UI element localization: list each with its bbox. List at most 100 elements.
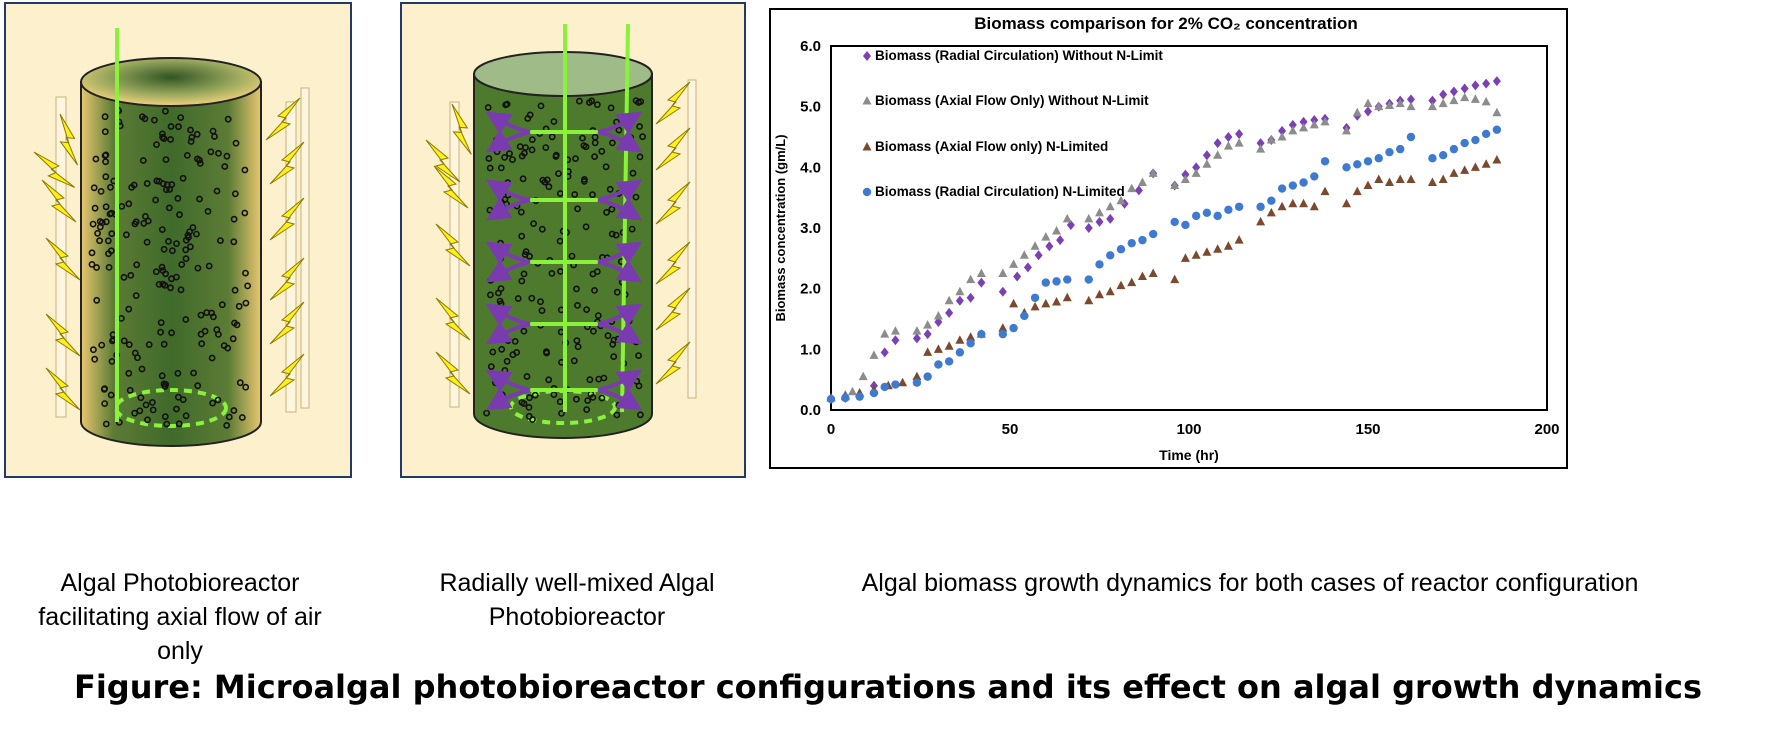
algae-bubble [572, 155, 579, 162]
algae-bubble [149, 406, 157, 414]
algae-bubble [106, 210, 114, 218]
data-point-series-2 [858, 371, 868, 381]
data-point-series-3 [1406, 174, 1416, 183]
algae-bubble [194, 382, 202, 390]
mixing-arrow [485, 259, 531, 283]
data-point-series-3 [1202, 247, 1212, 256]
algae-bubble [132, 292, 140, 299]
algae-bubble [177, 286, 185, 294]
legend-marker-series-3 [862, 142, 872, 151]
data-point-series-2 [1256, 144, 1266, 153]
algae-bubble [236, 379, 244, 387]
data-point-series-4 [1202, 208, 1212, 218]
algae-bubble [125, 341, 133, 348]
axial-reactor-diagram [4, 2, 354, 480]
data-point-series-4 [1267, 196, 1276, 205]
algae-bubble [158, 372, 166, 380]
algae-bubble [591, 133, 599, 141]
data-point-series-3 [1256, 216, 1266, 226]
data-point-series-2 [1084, 213, 1094, 223]
data-point-series-3 [933, 344, 943, 353]
algae-bubble [589, 327, 597, 335]
data-point-series-3 [1277, 201, 1287, 211]
algae-bubble [518, 398, 526, 406]
caption-radial-reactor: Radially well-mixed Algal Photobioreacto… [439, 569, 715, 631]
legend-marker-series-2 [862, 96, 872, 105]
data-point-series-4 [1138, 235, 1147, 245]
algae-bubble [141, 115, 149, 123]
data-point-series-2 [1384, 100, 1394, 109]
data-point-series-3 [1374, 174, 1384, 183]
data-point-series-1 [1192, 162, 1201, 173]
algae-bubble [182, 255, 190, 263]
data-point-series-2 [912, 326, 922, 335]
algae-bubble [183, 151, 191, 159]
mixing-arrow [485, 129, 531, 153]
algae-bubble [178, 261, 186, 268]
algae-bubble [537, 298, 544, 306]
caption-axial-reactor: Algal Photobioreactor facilitating axial… [38, 569, 322, 665]
data-point-series-3 [912, 371, 922, 381]
data-point-series-3 [1084, 295, 1094, 305]
algae-bubble [570, 357, 578, 365]
algae-bubble [484, 104, 492, 111]
algae-bubble [241, 209, 249, 217]
algae-bubble [613, 288, 621, 296]
data-point-series-2 [1202, 159, 1212, 168]
algae-bubble [580, 142, 588, 149]
algae-bubble [511, 337, 519, 345]
data-point-series-4 [977, 329, 986, 339]
algae-bubble [96, 237, 103, 245]
algae-bubble [188, 133, 196, 141]
data-point-series-2 [966, 274, 976, 284]
data-point-series-1 [1202, 150, 1211, 161]
data-point-series-2 [1116, 195, 1126, 205]
algae-bubble [125, 305, 133, 313]
algae-bubble [155, 280, 163, 288]
data-point-series-4 [1116, 245, 1126, 254]
algae-bubble [589, 191, 596, 199]
data-point-series-3 [1062, 292, 1072, 302]
data-point-series-2 [1352, 107, 1362, 117]
algae-bubble [526, 394, 533, 402]
x-tick-label: 200 [1534, 421, 1559, 438]
algae-bubble [93, 264, 100, 271]
data-point-series-1 [923, 329, 932, 340]
algae-bubble [120, 273, 128, 281]
algae-bubble [242, 269, 249, 277]
data-point-series-4 [1234, 202, 1244, 211]
algae-bubble [608, 205, 616, 213]
data-point-series-2 [1009, 259, 1019, 268]
algae-bubble [495, 289, 502, 297]
biomass-chart: Biomass comparison for 2% CO₂ concentrat… [769, 8, 1569, 470]
data-point-series-4 [966, 339, 975, 348]
data-point-series-4 [1363, 157, 1373, 166]
data-point-series-4 [880, 382, 889, 392]
algae-bubble [213, 187, 221, 195]
algae-bubble [238, 414, 246, 421]
algae-bubble [235, 302, 243, 310]
algae-bubble [572, 395, 580, 403]
mixing-arrow [485, 387, 531, 411]
algae-bubble [503, 357, 511, 365]
algae-bubble [196, 159, 204, 167]
data-point-series-2 [1095, 207, 1104, 217]
algae-bubble [518, 277, 526, 285]
algae-bubble [141, 212, 149, 220]
data-point-series-2 [998, 268, 1008, 277]
data-point-series-2 [1299, 122, 1309, 132]
algae-bubble [125, 200, 133, 208]
algae-bubble [602, 163, 610, 171]
algae-bubble [580, 177, 588, 185]
algae-bubble [588, 97, 596, 105]
data-point-series-3 [1470, 162, 1480, 171]
data-point-series-4 [1481, 129, 1491, 139]
algae-bubble [208, 354, 216, 362]
algae-bubble [92, 155, 100, 163]
algae-bubble [521, 251, 529, 258]
y-axis-label: Biomass concentration (gm/L) [773, 134, 788, 321]
data-point-series-2 [1363, 98, 1373, 108]
algae-bubble [98, 341, 106, 349]
algae-bubble [528, 146, 536, 154]
data-point-series-2 [1460, 92, 1470, 102]
